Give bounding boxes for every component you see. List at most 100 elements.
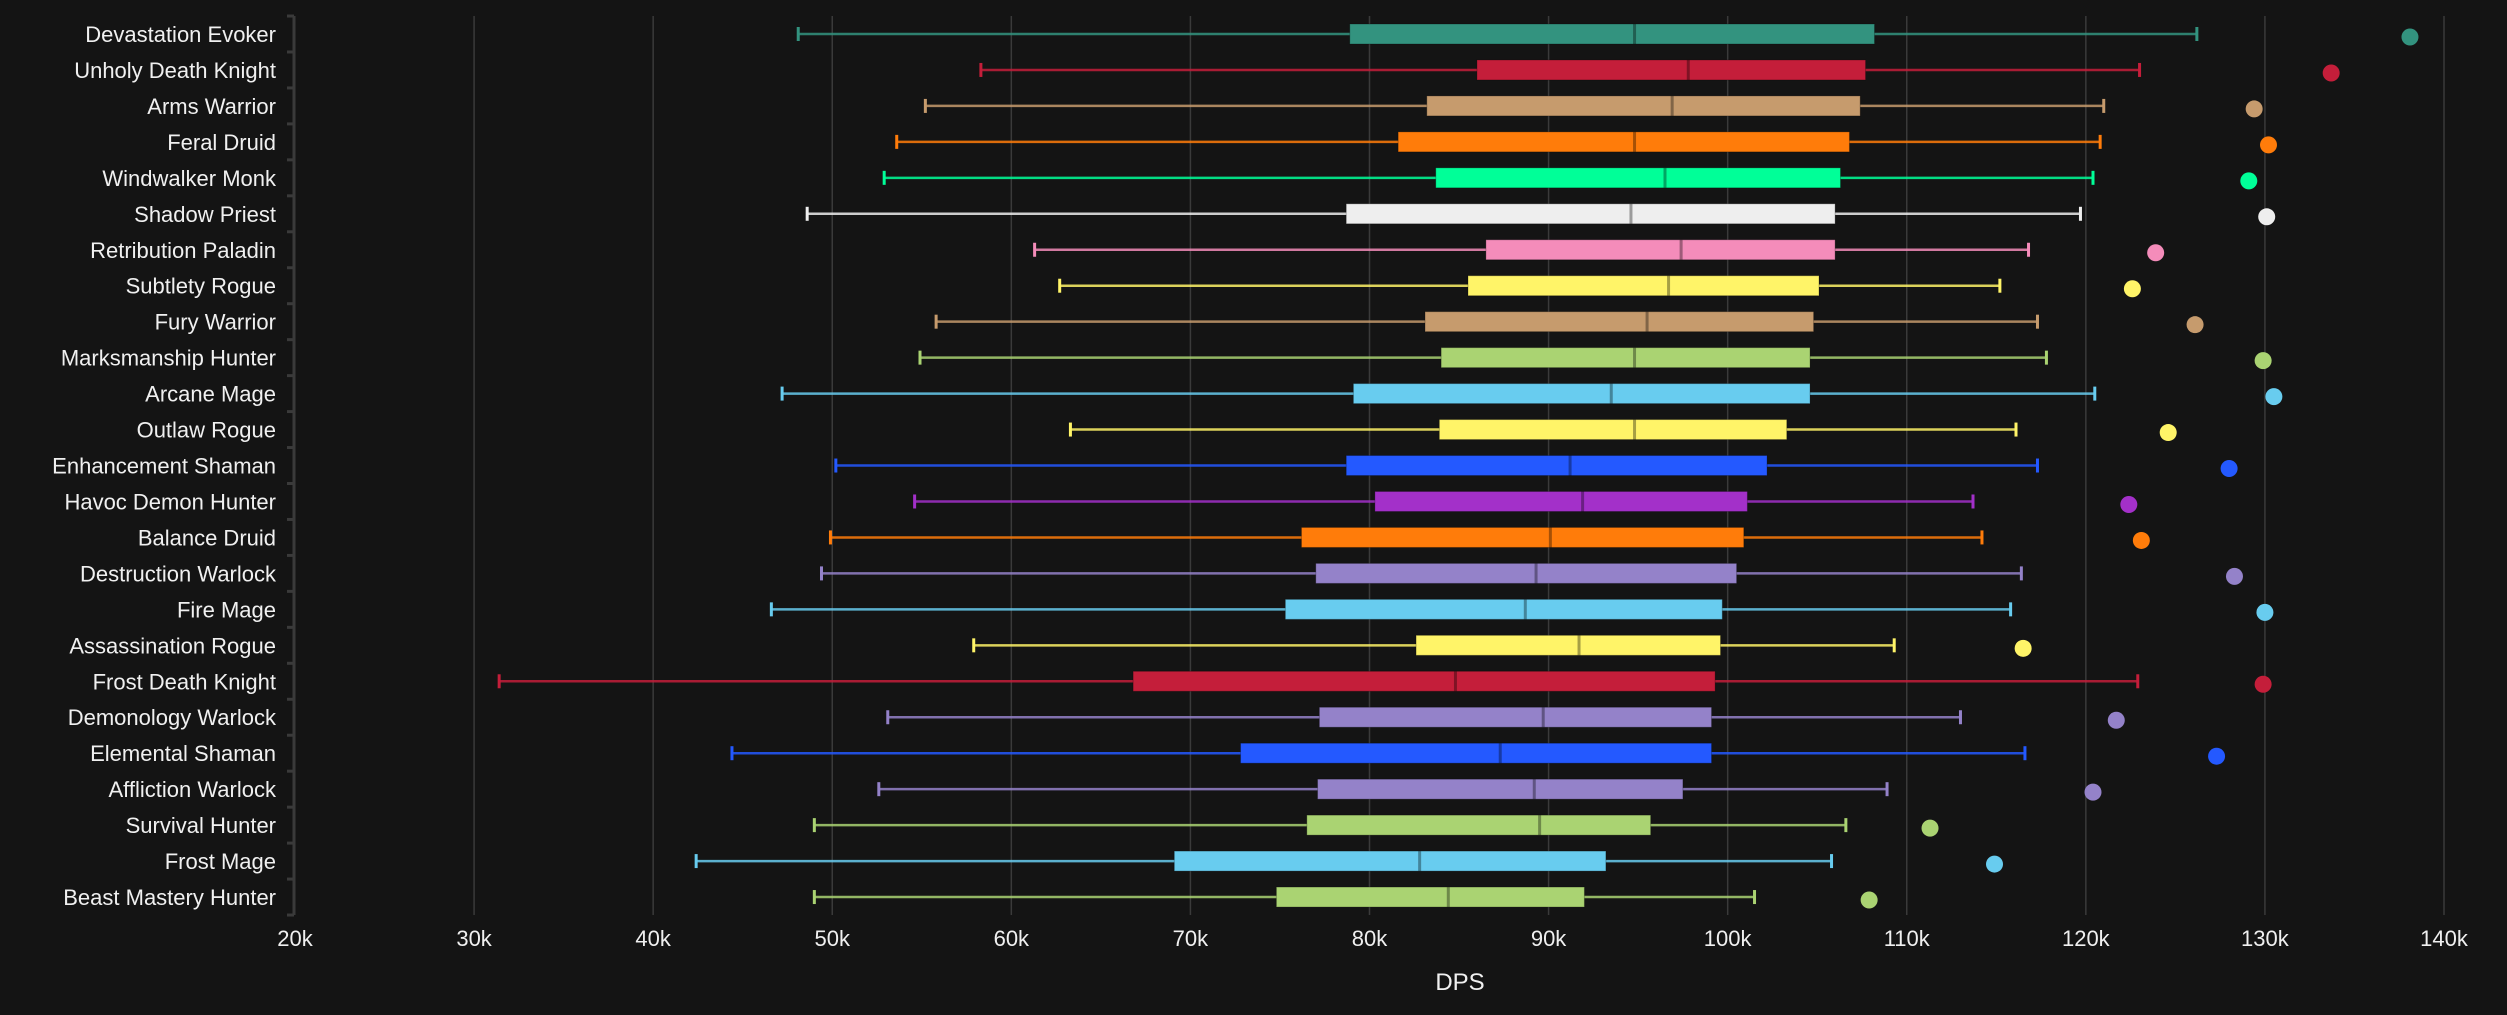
x-axis: 20k 30k 40k 50k 60k 70k 80k 90k 100k 110k 120k 130k… bbox=[277, 926, 2469, 951]
outlier-point bbox=[2254, 675, 2272, 693]
box-shadow-priest bbox=[805, 203, 2276, 226]
outlier-point bbox=[2159, 424, 2177, 442]
iqr-box bbox=[1476, 59, 1867, 81]
iqr-box bbox=[1435, 167, 1841, 189]
category-label: Retribution Paladin bbox=[90, 238, 276, 263]
category-label: Shadow Priest bbox=[134, 202, 276, 227]
iqr-box bbox=[1345, 455, 1768, 477]
box-feral-druid bbox=[895, 131, 2277, 154]
category-label: Destruction Warlock bbox=[80, 561, 277, 586]
outlier-point bbox=[2147, 244, 2165, 262]
category-label: Fury Warrior bbox=[155, 310, 276, 335]
outlier-point bbox=[2240, 172, 2258, 190]
x-tick-label: 140k bbox=[2420, 926, 2469, 951]
x-tick-label: 60k bbox=[994, 926, 1030, 951]
category-label: Arms Warrior bbox=[147, 94, 276, 119]
iqr-box bbox=[1240, 742, 1713, 764]
outlier-point bbox=[2258, 208, 2276, 226]
y-axis: Devastation Evoker Unholy Death Knight Arm… bbox=[52, 14, 296, 917]
box-enhancement-shaman bbox=[834, 455, 2238, 478]
boxes bbox=[497, 23, 2419, 909]
box-beast-mastery-hunter bbox=[812, 886, 1878, 909]
iqr-box bbox=[1424, 311, 1815, 333]
x-tick-label: 80k bbox=[1352, 926, 1388, 951]
iqr-box bbox=[1467, 275, 1820, 297]
box-retribution-paladin bbox=[1033, 239, 2165, 262]
iqr-box bbox=[1352, 383, 1811, 405]
outlier-point bbox=[2208, 747, 2226, 765]
box-arcane-mage bbox=[780, 383, 2283, 406]
outlier-point bbox=[1860, 891, 1878, 909]
outlier-point bbox=[2084, 783, 2102, 801]
category-label: Assassination Rogue bbox=[69, 633, 276, 658]
box-survival-hunter bbox=[812, 814, 1939, 837]
outlier-point bbox=[2245, 100, 2263, 118]
iqr-box bbox=[1374, 490, 1748, 512]
box-balance-druid bbox=[828, 526, 2150, 549]
outlier-point bbox=[2256, 603, 2274, 621]
box-affliction-warlock bbox=[877, 778, 2102, 801]
category-label: Enhancement Shaman bbox=[52, 454, 276, 479]
outlier-point bbox=[2220, 460, 2238, 478]
box-arms-warrior bbox=[923, 95, 2263, 118]
iqr-box bbox=[1317, 778, 1684, 800]
x-tick-label: 30k bbox=[456, 926, 492, 951]
outlier-point bbox=[2259, 136, 2277, 154]
box-outlaw-rogue bbox=[1068, 419, 2177, 442]
iqr-box bbox=[1438, 419, 1788, 441]
category-label: Unholy Death Knight bbox=[74, 58, 276, 83]
category-label: Frost Mage bbox=[165, 849, 276, 874]
iqr-box bbox=[1426, 95, 1861, 117]
outlier-point bbox=[2107, 711, 2125, 729]
category-label: Feral Druid bbox=[167, 130, 276, 155]
category-label: Subtlety Rogue bbox=[126, 274, 276, 299]
category-label: Outlaw Rogue bbox=[137, 418, 276, 443]
box-fire-mage bbox=[769, 598, 2274, 621]
outlier-point bbox=[2123, 280, 2141, 298]
x-tick-label: 110k bbox=[1884, 926, 1931, 951]
category-label: Demonology Warlock bbox=[68, 705, 277, 730]
category-label: Beast Mastery Hunter bbox=[63, 885, 276, 910]
iqr-box bbox=[1318, 706, 1713, 728]
outlier-point bbox=[2254, 352, 2272, 370]
x-tick-label: 100k bbox=[1704, 926, 1753, 951]
category-label: Balance Druid bbox=[138, 525, 276, 550]
box-frost-mage bbox=[694, 850, 2004, 873]
box-fury-warrior bbox=[934, 311, 2204, 334]
box-marksmanship-hunter bbox=[918, 347, 2272, 370]
iqr-box bbox=[1132, 670, 1716, 692]
outlier-point bbox=[2322, 64, 2340, 82]
category-label: Arcane Mage bbox=[145, 382, 276, 407]
category-label: Windwalker Monk bbox=[102, 166, 277, 191]
outlier-point bbox=[1986, 855, 2004, 873]
iqr-box bbox=[1345, 203, 1836, 225]
box-windwalker-monk bbox=[882, 167, 2258, 190]
box-devastation-evoker bbox=[796, 23, 2419, 46]
box-destruction-warlock bbox=[820, 562, 2243, 585]
outlier-point bbox=[2265, 388, 2283, 406]
iqr-box bbox=[1440, 347, 1811, 369]
box-havoc-demon-hunter bbox=[913, 490, 2138, 513]
x-tick-label: 90k bbox=[1531, 926, 1567, 951]
iqr-box bbox=[1415, 634, 1722, 656]
category-label: Marksmanship Hunter bbox=[61, 346, 276, 371]
x-tick-label: 40k bbox=[635, 926, 671, 951]
iqr-box bbox=[1349, 23, 1876, 45]
x-axis-label: DPS bbox=[1435, 969, 1484, 996]
outlier-point bbox=[2120, 495, 2138, 513]
outlier-point bbox=[2132, 531, 2150, 549]
outlier-point bbox=[2186, 316, 2204, 334]
iqr-box bbox=[1284, 598, 1723, 620]
outlier-point bbox=[2014, 639, 2032, 657]
category-label: Survival Hunter bbox=[126, 813, 276, 838]
box-unholy-death-knight bbox=[979, 59, 2340, 82]
iqr-box bbox=[1275, 886, 1585, 908]
box-assassination-rogue bbox=[972, 634, 2032, 657]
box-subtlety-rogue bbox=[1058, 275, 2141, 298]
x-tick-label: 130k bbox=[2241, 926, 2290, 951]
iqr-box bbox=[1397, 131, 1850, 153]
box-frost-death-knight bbox=[497, 670, 2272, 693]
category-label: Frost Death Knight bbox=[93, 669, 276, 694]
x-tick-label: 120k bbox=[2062, 926, 2111, 951]
x-tick-label: 70k bbox=[1173, 926, 1209, 951]
